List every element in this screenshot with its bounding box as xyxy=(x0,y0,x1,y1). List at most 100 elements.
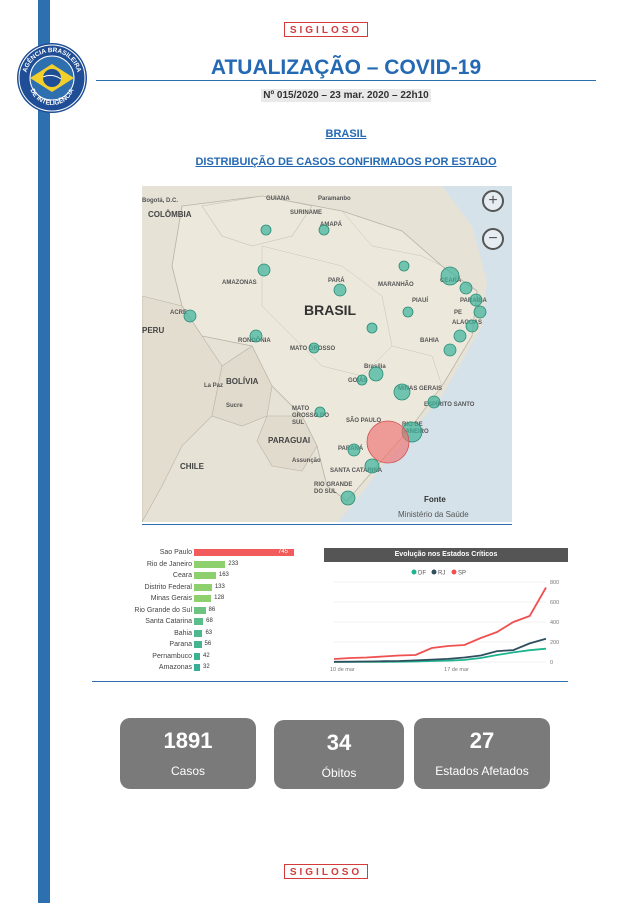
bubble-rondonia xyxy=(249,329,263,343)
label-acre: ACRE xyxy=(170,310,188,316)
bar-value-label: 745 xyxy=(278,549,289,555)
legend-marker xyxy=(451,569,457,575)
bubble-roraima xyxy=(260,224,272,236)
bar-value-label: 86 xyxy=(208,606,216,613)
bubble-acre xyxy=(183,309,197,323)
bubble-parana xyxy=(347,443,361,457)
bubble-mato-grosso xyxy=(308,342,320,354)
classification-stamp-bottom: SIGILOSO xyxy=(284,864,368,879)
bar xyxy=(194,652,200,660)
bar-row: Rio Grande do Sul 86 xyxy=(114,606,319,615)
label-paramanbo: Paramanbo xyxy=(318,196,351,202)
case-bubbles xyxy=(183,224,487,506)
label-amazonas: AMAZONAS xyxy=(222,280,257,286)
stat-card-deaths: 34 Óbitos xyxy=(274,720,404,789)
label-espirito-santo: ESPÍRITO SANTO xyxy=(424,402,475,408)
stat-cases-value: 1891 xyxy=(163,728,213,753)
bubble-espirito-santo xyxy=(427,395,441,409)
bar-row: Pernambuco 42 xyxy=(114,652,319,661)
bar-value-label: 68 xyxy=(206,618,213,624)
critical-states-line-chart: Evolução nos Estados Críticos DF RJ SP 0 200… xyxy=(324,548,568,678)
document-title: ATUALIZAÇÃO – COVID-19 xyxy=(210,56,482,79)
series-line-rj xyxy=(333,637,547,663)
bubble-sergipe xyxy=(453,329,467,343)
bubble-df xyxy=(368,366,384,382)
label-la-paz: La Paz xyxy=(204,383,224,389)
label-guiana: GUIANA xyxy=(266,196,290,202)
label-bogota: Bogotá, D.C. xyxy=(142,198,178,204)
bar-value-label: 32 xyxy=(203,664,210,670)
bubble-ceara xyxy=(440,266,460,286)
stat-cases-label: Casos xyxy=(170,764,205,778)
bar-category-label: Bahia xyxy=(174,629,192,637)
bubble-amazonas xyxy=(257,263,271,277)
stat-card-cases: 1891 Casos xyxy=(120,718,256,789)
zoom-in-button[interactable]: + xyxy=(482,190,504,212)
agency-logo: AGÊNCIA BRASILEIRA DE INTELIGÊNCIA xyxy=(17,43,87,113)
bar xyxy=(194,629,203,637)
bar-category-label: Sao Paulo xyxy=(159,549,192,556)
zoom-out-button[interactable]: − xyxy=(482,228,504,250)
bubble-paraiba xyxy=(469,293,483,307)
bar-row: Distrito Federal 133 xyxy=(114,583,319,592)
bar-row: Sao Paulo 745 xyxy=(114,548,319,557)
line-chart-plot: DF RJ SP 0 200 400 600 800 10 de mar 17 de mar xyxy=(330,569,559,673)
bar xyxy=(194,664,200,671)
stat-deaths-value: 34 xyxy=(326,730,352,755)
bar-row: Amazonas 32 xyxy=(114,663,319,672)
bar-row: Bahia 63 xyxy=(114,629,319,638)
label-assuncao: Assunção xyxy=(292,458,321,464)
label-sucre: Sucre xyxy=(226,403,243,409)
legend-label: SP xyxy=(458,571,466,577)
bubble-alagoas xyxy=(465,319,479,333)
y-tick-label: 600 xyxy=(550,600,559,606)
y-tick-label: 400 xyxy=(550,620,559,626)
label-mato-grosso-do-sul: MATO GROSSO DO SUL xyxy=(292,406,330,426)
chart-rule xyxy=(92,681,568,682)
label-chile: CHILE xyxy=(180,462,204,471)
label-paraguai: PARAGUAI xyxy=(268,436,311,445)
section-heading: BRASIL xyxy=(325,128,367,140)
bar-row: Santa Catarina 68 xyxy=(114,617,319,626)
cases-map[interactable]: Bogotá, D.C. COLÔMBIA GUIANA SURINAME Pa… xyxy=(142,186,512,522)
bubble-pe xyxy=(473,305,487,319)
bar-value-label: 133 xyxy=(214,583,225,590)
bar xyxy=(194,641,202,648)
line-chart-title: Evolução nos Estados Críticos xyxy=(324,548,568,562)
bar-value-label: 56 xyxy=(204,641,212,647)
document-subtitle: Nº 015/2020 – 23 mar. 2020 – 22h10 xyxy=(96,89,596,102)
bar xyxy=(194,560,226,568)
bar-category-label: Parana xyxy=(169,641,192,648)
bubble-bahia xyxy=(443,343,457,357)
classification-stamp-top: SIGILOSO xyxy=(284,22,368,37)
bar-category-label: Minas Gerais xyxy=(150,595,192,602)
stat-states-label: Estados Afetados xyxy=(435,764,529,778)
legend-marker xyxy=(411,569,417,575)
left-sidebar-stripe xyxy=(38,0,50,903)
label-sao-paulo: SÃO PAULO xyxy=(346,418,382,424)
bar xyxy=(194,583,212,591)
bubble-minas-gerais xyxy=(393,383,411,401)
label-amapa: AMAPÁ xyxy=(320,222,342,228)
bar xyxy=(194,572,216,579)
issue-date: Nº 015/2020 – 23 mar. 2020 – 22h10 xyxy=(261,89,431,102)
bar-category-label: Distrito Federal xyxy=(144,583,192,591)
map-source-label: Fonte xyxy=(424,495,446,504)
bar-value-label: 233 xyxy=(228,560,239,567)
label-brasil: BRASIL xyxy=(304,302,357,318)
stat-deaths-label: Óbitos xyxy=(321,766,357,780)
bubble-santa-catarina xyxy=(364,458,380,474)
y-tick-label: 200 xyxy=(550,640,559,646)
bar xyxy=(194,549,294,556)
x-tick-label: 17 de mar xyxy=(444,667,469,673)
bubble-para xyxy=(333,283,347,297)
bubble-tocantins xyxy=(366,322,378,334)
legend-marker xyxy=(431,569,437,575)
bar-category-label: Santa Catarina xyxy=(145,618,192,625)
bar-value-label: 163 xyxy=(218,572,229,578)
stat-states-value: 27 xyxy=(469,728,495,753)
series-line-sp xyxy=(333,587,547,660)
bar-category-label: Amazonas xyxy=(158,664,192,671)
label-bolivia: BOLÍVIA xyxy=(226,377,259,386)
page-number: 1 xyxy=(40,866,48,881)
